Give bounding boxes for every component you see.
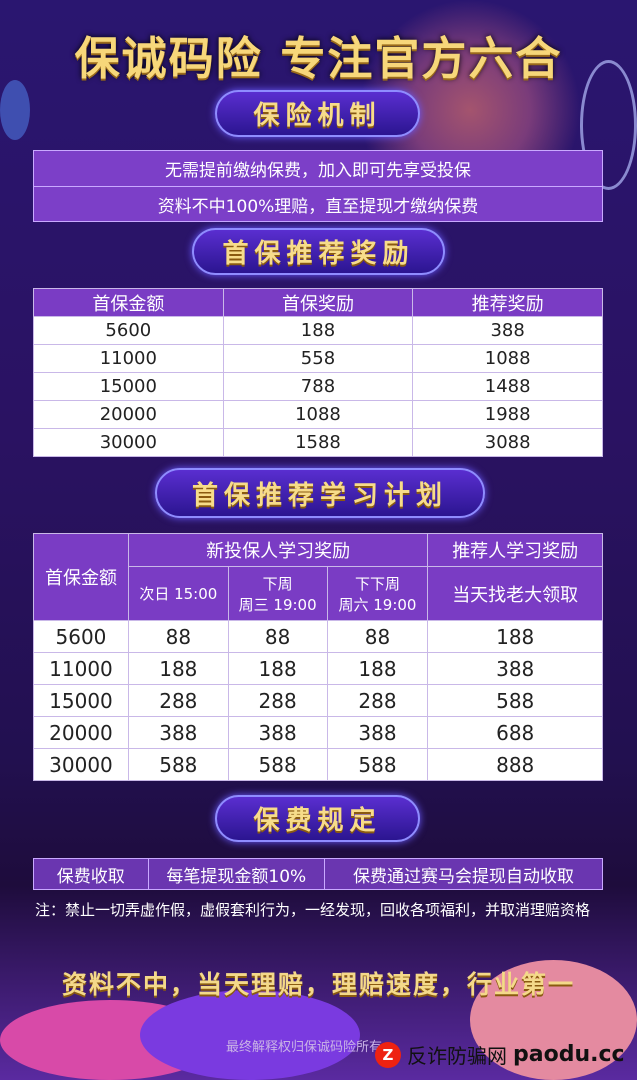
fee-rules-row: 保费收取 每笔提现金额10% 保费通过赛马会提现自动收取 — [33, 858, 603, 890]
table-row: 5600 88 88 88 188 — [33, 620, 603, 653]
table-row: 20000 388 388 388 688 — [33, 716, 603, 749]
cell: 1088 — [222, 400, 414, 429]
decor-blob — [140, 990, 360, 1080]
cell: 11000 — [33, 652, 129, 685]
watermark-domain: paodu.cc — [513, 1042, 625, 1067]
cell: 188 — [427, 620, 603, 653]
cell: 288 — [127, 684, 229, 717]
cell: 88 — [326, 620, 429, 653]
cell: 188 — [222, 316, 414, 345]
watermark-text: 反诈防骗网 — [407, 1044, 507, 1068]
cell: 88 — [227, 620, 328, 653]
mechanism-line: 无需提前缴纳保费，加入即可先享受投保 — [165, 161, 471, 181]
header-cell: 下下周 周六 19:00 — [326, 566, 429, 621]
cell: 188 — [127, 652, 229, 685]
fee-cell: 保费通过赛马会提现自动收取 — [352, 866, 574, 887]
reward-table: 首保金额 首保奖励 推荐奖励 5600 188 388 11000 558 1088 150… — [33, 288, 603, 457]
table-row: 5600 188 388 — [33, 316, 603, 345]
cell: 288 — [227, 684, 328, 717]
cell: 15000 — [33, 684, 129, 717]
header-cell: 下周 周三 19:00 — [227, 566, 328, 621]
header-cell: 首保金额 — [33, 288, 224, 317]
cell: 30000 — [33, 428, 224, 457]
watermark-logo-icon: Z — [375, 1041, 401, 1068]
table-row: 11000 188 188 188 388 — [33, 652, 603, 685]
slogan: 资料不中，当天理赔，理赔速度，行业第一 — [61, 970, 575, 999]
cell: 388 — [427, 652, 603, 685]
header-cell: 首保奖励 — [222, 288, 414, 317]
decor-blob — [0, 80, 30, 140]
plan-table: 首保金额 新投保人学习奖励 推荐人学习奖励 次日 15:00 下周 周三 19:00 下… — [33, 533, 603, 781]
header-cell: 当天找老大领取 — [427, 566, 603, 621]
cell: 15000 — [33, 372, 224, 401]
header-cell: 推荐人学习奖励 — [427, 533, 603, 567]
watermark: Z 反诈防骗网 paodu.cc — [375, 1040, 625, 1069]
header-cell: 推荐奖励 — [412, 288, 603, 317]
cell: 5600 — [33, 620, 129, 653]
table-row: 30000 588 588 588 888 — [33, 748, 603, 781]
cell: 188 — [227, 652, 328, 685]
cell: 1988 — [412, 400, 603, 429]
section-heading-fee: 保费规定 — [215, 795, 420, 842]
cell: 558 — [222, 344, 414, 373]
cell: 388 — [127, 716, 229, 749]
section-heading-mechanism: 保险机制 — [215, 90, 420, 137]
cell: 20000 — [33, 716, 129, 749]
cell: 288 — [326, 684, 429, 717]
header-cell: 首保金额 — [33, 533, 129, 621]
cell: 588 — [227, 748, 328, 781]
section-heading-plan: 首保推荐学习计划 — [155, 468, 485, 518]
fee-cell: 保费收取 — [34, 859, 149, 889]
cell: 388 — [412, 316, 603, 345]
decor-ring — [580, 60, 637, 190]
table-row: 15000 788 1488 — [33, 372, 603, 401]
mechanism-box: 无需提前缴纳保费，加入即可先享受投保 资料不中100%理赔，直至提现才缴纳保费 — [33, 150, 603, 222]
cell: 888 — [427, 748, 603, 781]
table-row: 15000 288 288 288 588 — [33, 684, 603, 717]
mechanism-line: 资料不中100%理赔，直至提现才缴纳保费 — [34, 186, 602, 221]
rights-text: 最终解释权归保诚码险所有 — [226, 1040, 383, 1055]
cell: 588 — [127, 748, 229, 781]
decor-blob — [470, 960, 637, 1080]
fee-cell: 每笔提现金额10% — [149, 859, 325, 889]
cell: 5600 — [33, 316, 224, 345]
cell: 588 — [427, 684, 603, 717]
header-cell: 新投保人学习奖励 — [127, 533, 429, 567]
cell: 88 — [127, 620, 229, 653]
note-text: 注：禁止一切弄虚作假，虚假套利行为，一经发现，回收各项福利，并取消理赔资格 — [35, 901, 591, 919]
cell: 1588 — [222, 428, 414, 457]
cell: 388 — [227, 716, 328, 749]
cell: 1088 — [412, 344, 603, 373]
cell: 3088 — [412, 428, 603, 457]
table-row: 11000 558 1088 — [33, 344, 603, 373]
cell: 1488 — [412, 372, 603, 401]
table-row: 30000 1588 3088 — [33, 428, 603, 457]
section-heading-reward: 首保推荐奖励 — [192, 228, 445, 275]
table-row: 20000 1088 1988 — [33, 400, 603, 429]
header-cell: 次日 15:00 — [127, 566, 229, 621]
cell: 388 — [326, 716, 429, 749]
cell: 588 — [326, 748, 429, 781]
cell: 788 — [222, 372, 414, 401]
cell: 30000 — [33, 748, 129, 781]
page-title: 保诚码险 专注官方六合 — [74, 32, 563, 85]
cell: 20000 — [33, 400, 224, 429]
cell: 688 — [427, 716, 603, 749]
cell: 188 — [326, 652, 429, 685]
cell: 11000 — [33, 344, 224, 373]
